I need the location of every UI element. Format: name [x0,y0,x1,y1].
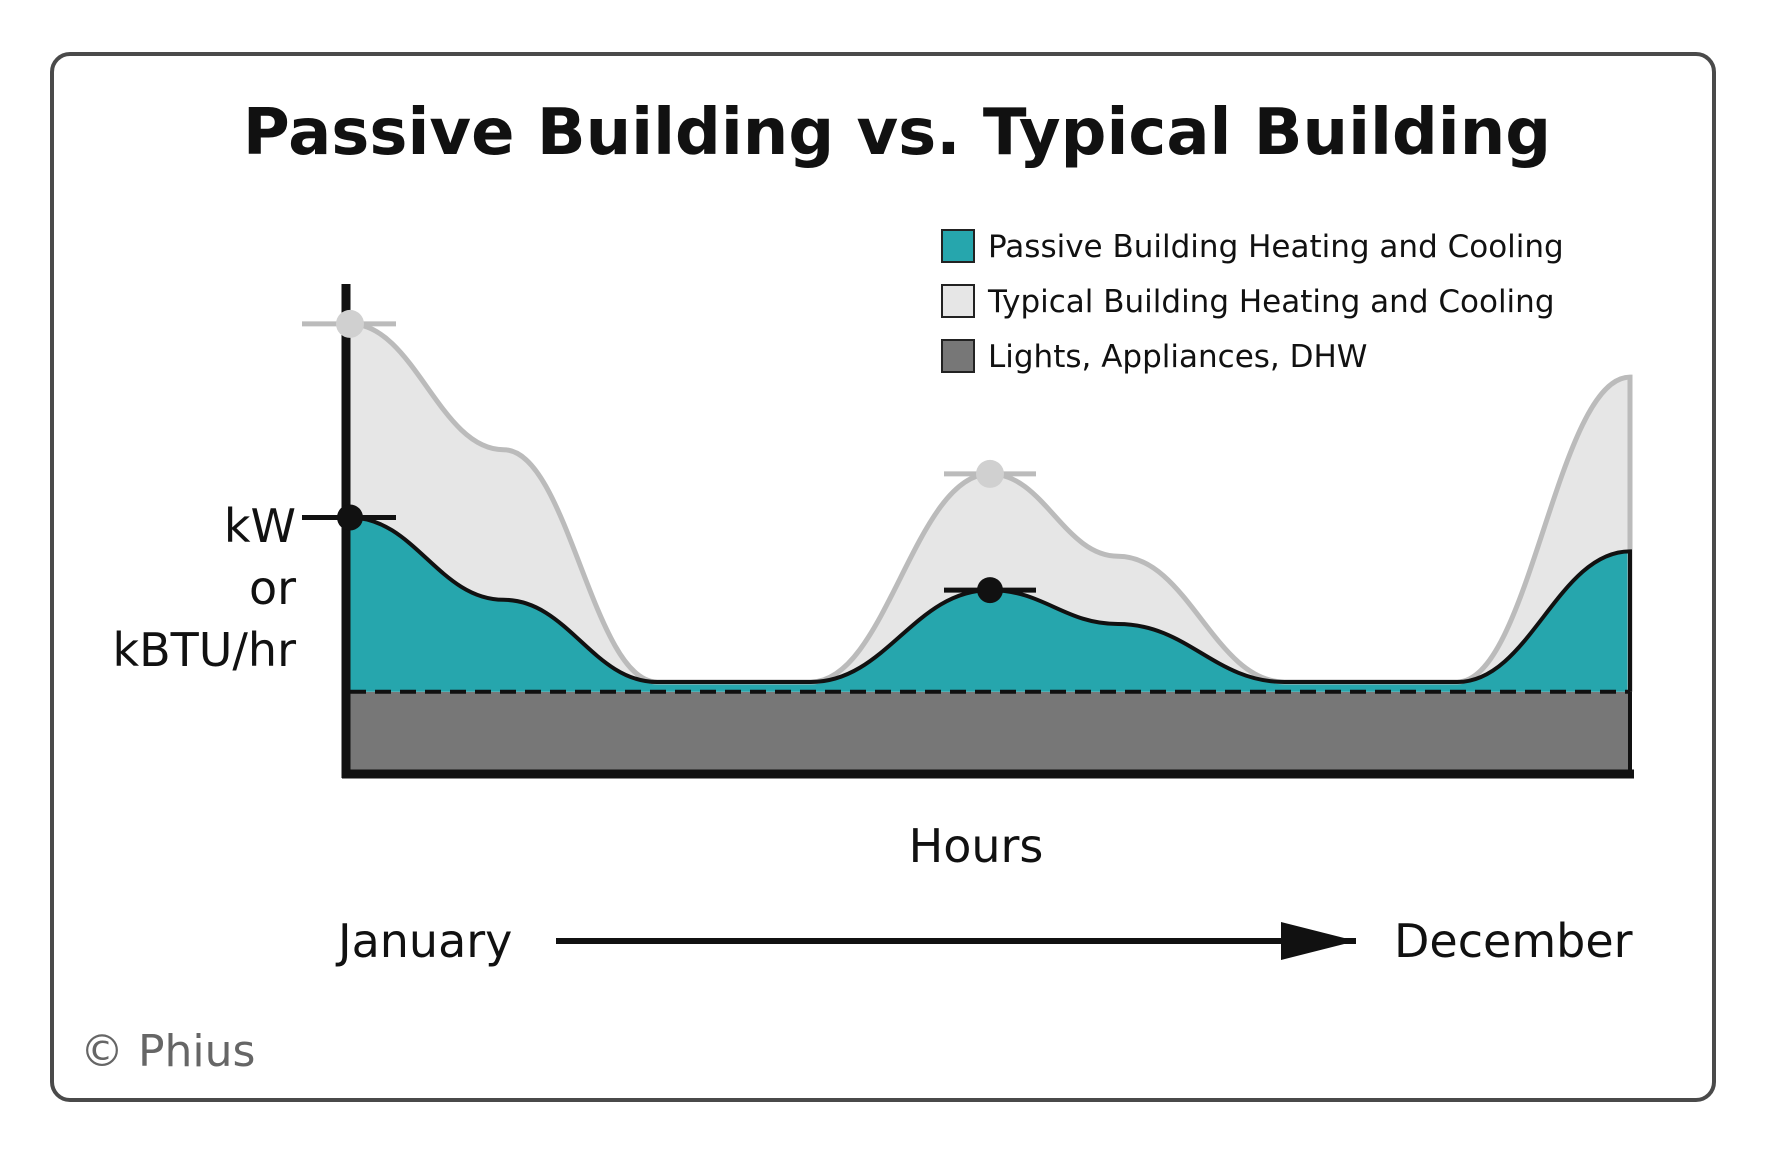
legend-label-passive: Passive Building Heating and Cooling [988,229,1564,265]
typical-building-area [350,323,1630,692]
peak-dot-passive-3 [977,577,1003,604]
area-right-edge [1628,691,1632,774]
passive-building-area [350,517,1630,692]
peak-dot-passive-2 [337,504,363,531]
copyright-label: © Phius [80,1026,255,1077]
legend-swatch-lights [941,339,975,373]
timeline-start-label: January [335,914,512,968]
y-label-line-3: kBTU/hr [112,623,296,677]
chart-title: Passive Building vs. Typical Building [243,96,1551,170]
lights-appliances-dhw-area [350,691,1630,774]
peak-dot-typical-1 [976,459,1004,488]
y-label-line-2: or [249,561,296,615]
timeline-arrow-head [1281,922,1356,960]
chart-frame [50,52,1716,1102]
x-axis-label: Hours [909,819,1044,873]
legend: Passive Building Heating and Cooling Typ… [941,229,1564,375]
legend-label-lights: Lights, Appliances, DHW [988,339,1367,375]
y-label-line-1: kW [224,499,296,553]
legend-swatch-typical [941,284,975,318]
legend-swatch-passive [941,229,975,263]
legend-label-typical: Typical Building Heating and Cooling [987,284,1555,320]
timeline-end-label: December [1394,914,1633,968]
peak-markers [302,309,1036,604]
peak-dot-typical-0 [336,309,364,338]
